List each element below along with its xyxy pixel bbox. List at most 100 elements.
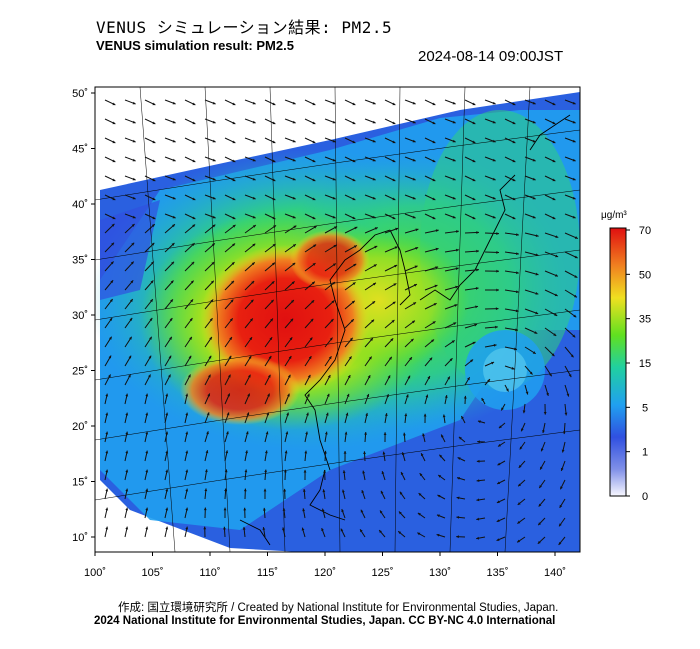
wind-arrow-head — [192, 216, 196, 220]
wind-arrow-head — [149, 336, 152, 340]
wind-arrow-head — [444, 395, 448, 398]
wind-arrow-head — [272, 121, 276, 125]
wind-arrow-head — [437, 494, 441, 498]
wind-arrow-head — [474, 323, 478, 327]
wind-arrow-head — [292, 120, 296, 124]
wind-arrow-head — [350, 319, 354, 323]
wind-arrow-head — [384, 413, 388, 416]
wind-arrow-head — [476, 249, 479, 253]
wind-arrow-head — [232, 243, 236, 247]
wind-arrow-head — [284, 450, 288, 454]
wind-arrow-head — [407, 375, 411, 379]
wind-arrow-head — [402, 432, 406, 436]
wind-arrow-head — [231, 280, 234, 284]
wind-arrow-head — [272, 216, 276, 220]
wind-arrow-head — [105, 450, 109, 454]
wind-arrow-head — [165, 469, 169, 473]
wind-arrow-head — [205, 450, 209, 454]
wind-arrow-head — [573, 314, 577, 318]
wind-arrow-head — [312, 121, 316, 125]
wind-arrow-head — [210, 299, 214, 303]
wind-arrow-head — [145, 412, 149, 416]
wind-arrow-head — [532, 120, 536, 124]
wind-arrow-head — [289, 337, 293, 341]
wind-arrow-head — [476, 268, 479, 272]
wind-arrow-head — [436, 514, 440, 518]
wind-arrow-head — [232, 224, 236, 228]
wind-arrow-head — [308, 356, 312, 360]
wind-arrow-head — [540, 466, 543, 470]
colorbar-tick-label: 50 — [639, 269, 651, 281]
wind-arrow-head — [185, 507, 189, 511]
wind-arrow-head — [432, 159, 436, 163]
wind-arrow-head — [223, 526, 226, 530]
wind-arrow-head — [293, 225, 297, 229]
wind-arrow-head — [554, 273, 558, 277]
wind-arrow-head — [292, 196, 296, 200]
wind-arrow-head — [152, 216, 156, 220]
wind-arrow-head — [130, 280, 134, 284]
wind-arrow-head — [332, 196, 336, 200]
wind-arrow-head — [399, 491, 403, 495]
wind-arrow-head — [555, 254, 559, 258]
wind-arrow-head — [226, 412, 230, 416]
latitude-label: 35˚ — [72, 255, 88, 267]
wind-arrow-head — [112, 216, 116, 220]
wind-arrow-head — [574, 255, 578, 259]
wind-arrow-head — [287, 393, 290, 397]
wind-arrow-head — [185, 412, 189, 416]
wind-arrow-head — [105, 507, 109, 511]
wind-arrow-head — [334, 226, 338, 229]
wind-arrow-head — [192, 159, 196, 163]
colorbar-tick-label: 15 — [639, 358, 651, 370]
wind-arrow-head — [165, 450, 169, 454]
wind-arrow-head — [303, 469, 307, 473]
wind-arrow-head — [132, 177, 136, 181]
wind-arrow-head — [535, 253, 539, 257]
wind-arrow-head — [272, 197, 276, 201]
wind-arrow-head — [109, 317, 113, 321]
wind-arrow-head — [535, 234, 539, 238]
wind-arrow-head — [451, 340, 455, 344]
wind-arrow-head — [128, 374, 131, 378]
wind-arrow-head — [574, 275, 578, 278]
wind-arrow-head — [232, 197, 236, 201]
wind-arrow-head — [496, 232, 499, 235]
wind-arrow-head — [132, 158, 136, 162]
wind-arrow-head — [152, 102, 156, 106]
wind-arrow-head — [432, 140, 436, 144]
wind-arrow-head — [310, 318, 314, 322]
wind-arrow-head — [492, 177, 496, 181]
wind-arrow-head — [497, 481, 501, 485]
wind-arrow-head — [401, 452, 405, 456]
wind-arrow-head — [353, 245, 357, 248]
colorbar-tick-label: 0 — [642, 491, 648, 503]
wind-arrow-head — [328, 356, 332, 360]
wind-vectors — [104, 99, 579, 546]
wind-arrow-head — [252, 101, 256, 105]
wind-arrow-head — [313, 226, 317, 229]
wind-arrow-head — [400, 471, 404, 475]
wind-arrow-head — [382, 451, 386, 455]
wind-arrow-head — [455, 285, 459, 289]
wind-arrow-head — [224, 488, 228, 492]
wind-arrow-head — [332, 120, 336, 124]
wind-arrow-head — [212, 224, 216, 228]
wind-arrow-head — [501, 407, 504, 411]
wind-arrow-head — [324, 450, 327, 454]
wind-arrow-head — [209, 318, 213, 322]
wind-arrow-head — [562, 431, 566, 435]
wind-arrow-head — [132, 139, 136, 143]
wind-arrow-head — [332, 158, 336, 162]
wind-arrow-head — [125, 507, 129, 511]
wind-arrow-head — [498, 443, 502, 447]
wind-arrow-head — [463, 395, 467, 399]
wind-arrow-head — [496, 288, 499, 292]
wind-arrow-head — [552, 102, 556, 106]
map-frame — [94, 86, 581, 553]
wind-arrow-head — [470, 359, 474, 363]
colorbar-tick-label: 70 — [639, 225, 651, 237]
wind-arrow-head — [423, 413, 427, 417]
wind-arrow-head — [417, 512, 421, 516]
wind-arrow-head — [292, 244, 296, 247]
